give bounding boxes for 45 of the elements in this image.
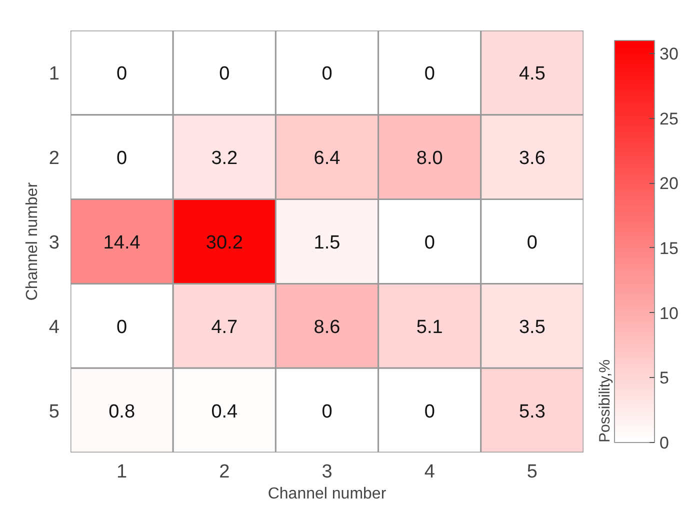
data-label: 8.6 (314, 316, 340, 338)
data-label: 4.5 (518, 64, 546, 85)
data-label: 3.6 (518, 148, 546, 170)
data-label: 14.4 (103, 232, 141, 254)
data-label: 0 (219, 64, 230, 85)
color-bar-title: Possibility,% (596, 359, 614, 442)
data-label: 0.8 (108, 401, 136, 422)
y-tick-label: 1 (48, 64, 60, 85)
data-label: 0 (424, 232, 435, 254)
color-bar-label: 10 (660, 304, 678, 323)
data-label: 6.4 (314, 148, 341, 170)
data-label: 5.1 (416, 316, 443, 338)
data-label: 0 (322, 64, 332, 85)
x-tick-label: 3 (322, 462, 332, 482)
data-label: 8.0 (416, 148, 443, 170)
color-bar-label: 0 (660, 434, 669, 452)
color-bar-label: 25 (660, 109, 678, 128)
data-label: 1.5 (314, 232, 340, 254)
data-label: 0 (424, 64, 435, 85)
y-tick-label: 3 (48, 232, 60, 254)
x-tick-label: 1 (116, 462, 128, 482)
color-bar-label: 30 (660, 44, 678, 64)
data-label: 0 (424, 401, 435, 422)
color-bar-label: 15 (660, 238, 678, 258)
x-tick-label: 5 (526, 462, 538, 482)
data-label: 0 (322, 401, 332, 422)
data-label: 0.4 (211, 401, 238, 422)
data-label: 0 (116, 64, 128, 85)
y-tick-label: 5 (48, 401, 60, 422)
data-label: 3.2 (211, 148, 238, 170)
y-axis-title: Channel number (24, 182, 41, 301)
y-tick-label: 4 (48, 316, 60, 338)
data-label: 30.2 (206, 232, 243, 254)
data-label: 5.3 (518, 401, 546, 422)
color-bar-label: 20 (660, 174, 678, 194)
y-tick-label: 2 (48, 148, 60, 170)
color-bar-label: 5 (660, 368, 669, 388)
data-label: 0 (116, 316, 128, 338)
data-label: 4.7 (211, 316, 238, 338)
x-tick-label: 2 (219, 462, 230, 482)
data-label: 0 (116, 148, 128, 170)
data-label: 0 (526, 232, 538, 254)
x-axis-title: Channel number (268, 486, 387, 502)
x-tick-label: 4 (424, 462, 436, 482)
data-label: 3.5 (518, 316, 546, 338)
